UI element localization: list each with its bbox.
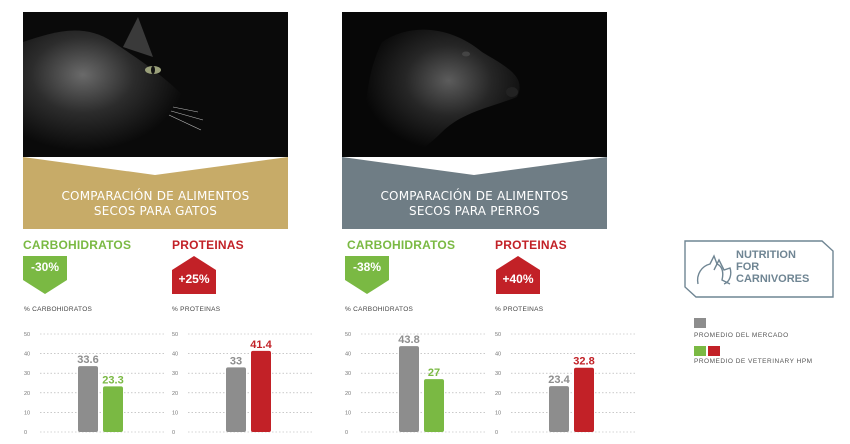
legend: PROMEDIO DEL MERCADO PROMEDIO DE VETERIN… xyxy=(694,318,844,368)
y-tick-label: 30 xyxy=(345,371,351,377)
chart-ylabel: % PROTEINAS xyxy=(172,306,221,313)
bar xyxy=(399,346,419,432)
y-tick-label: 20 xyxy=(495,391,501,397)
y-tick-label: 10 xyxy=(172,410,178,416)
y-tick-label: 40 xyxy=(345,352,351,358)
bar-value-label: 23.3 xyxy=(102,374,123,386)
cat-prot-badge: +25% xyxy=(172,256,216,294)
dog-carb-badge: -38% xyxy=(345,256,389,294)
y-tick-label: 50 xyxy=(495,332,501,338)
chart-ylabel: % CARBOHIDRATOS xyxy=(24,306,93,313)
bar xyxy=(226,367,246,432)
y-tick-label: 40 xyxy=(172,352,178,358)
cat-prot-title: PROTEINAS xyxy=(172,238,244,252)
y-tick-label: 30 xyxy=(495,371,501,377)
bar xyxy=(251,350,271,432)
dog-banner: COMPARACIÓN DE ALIMENTOS SECOS PARA PERR… xyxy=(342,157,607,229)
dog-prot-badge: +40% xyxy=(496,256,540,294)
logo-text: NUTRITION FOR CARNIVORES xyxy=(736,249,810,285)
cat-banner-title: COMPARACIÓN DE ALIMENTOS SECOS PARA GATO… xyxy=(61,189,250,218)
dog-prot-title: PROTEINAS xyxy=(495,238,567,252)
y-tick-label: 10 xyxy=(495,410,501,416)
bar-value-label: 33.6 xyxy=(77,354,98,366)
chart-cat-prot: % PROTEINAS 0 10 20 30 40 50 33 41.4 xyxy=(172,306,322,438)
dog-panel: COMPARACIÓN DE ALIMENTOS SECOS PARA PERR… xyxy=(342,12,607,432)
bar-value-label: 33 xyxy=(230,355,242,367)
y-tick-label: 30 xyxy=(24,371,30,377)
dog-banner-title: COMPARACIÓN DE ALIMENTOS SECOS PARA PERR… xyxy=(380,189,569,218)
y-tick-label: 0 xyxy=(495,430,498,436)
cat-photo xyxy=(23,12,288,157)
legend-swatch-vet-green xyxy=(694,346,706,356)
y-tick-label: 0 xyxy=(24,430,27,436)
cat-carb-badge: -30% xyxy=(23,256,67,294)
y-tick-label: 30 xyxy=(172,371,178,377)
bar-value-label: 32.8 xyxy=(573,356,594,368)
legend-swatch-market xyxy=(694,318,706,328)
bar-value-label: 27 xyxy=(428,367,440,379)
brand-logo: NUTRITION FOR CARNIVORES xyxy=(684,240,834,298)
y-tick-label: 10 xyxy=(24,410,30,416)
y-tick-label: 50 xyxy=(172,332,178,338)
bar xyxy=(78,366,98,432)
bar-value-label: 41.4 xyxy=(250,339,272,351)
y-tick-label: 20 xyxy=(172,391,178,397)
cat-carb-title: CARBOHIDRATOS xyxy=(23,238,132,252)
legend-label-market: PROMEDIO DEL MERCADO xyxy=(694,332,789,339)
bar-value-label: 43.8 xyxy=(398,334,419,346)
cat-dog-logo-icon xyxy=(684,240,834,298)
y-tick-label: 0 xyxy=(345,430,348,436)
y-tick-label: 10 xyxy=(345,410,351,416)
y-tick-label: 40 xyxy=(24,352,30,358)
y-tick-label: 0 xyxy=(172,430,175,436)
y-tick-label: 40 xyxy=(495,352,501,358)
cat-panel: COMPARACIÓN DE ALIMENTOS SECOS PARA GATO… xyxy=(23,12,288,432)
y-tick-label: 20 xyxy=(24,391,30,397)
bar xyxy=(549,386,569,432)
bar xyxy=(103,386,123,432)
bar xyxy=(574,367,594,432)
chart-ylabel: % PROTEINAS xyxy=(495,306,544,313)
bar-value-label: 23.4 xyxy=(548,374,570,386)
dog-photo xyxy=(342,12,607,157)
chart-dog-carb: % CARBOHIDRATOS 0 10 20 30 40 50 43.8 27 xyxy=(345,306,495,438)
legend-swatch-vet-red xyxy=(708,346,720,356)
y-tick-label: 50 xyxy=(24,332,30,338)
dog-carb-title: CARBOHIDRATOS xyxy=(347,238,456,252)
y-tick-label: 20 xyxy=(345,391,351,397)
chart-dog-prot: % PROTEINAS 0 10 20 30 40 50 23.4 32.8 xyxy=(495,306,645,438)
y-tick-label: 50 xyxy=(345,332,351,338)
bar xyxy=(424,379,444,432)
chart-ylabel: % CARBOHIDRATOS xyxy=(345,306,414,313)
chart-cat-carb: % CARBOHIDRATOS 0 10 20 30 40 50 33.6 23.3 xyxy=(24,306,174,438)
cat-banner: COMPARACIÓN DE ALIMENTOS SECOS PARA GATO… xyxy=(23,157,288,229)
legend-label-vet: PROMEDIO DE VETERINARY HPM xyxy=(694,358,813,365)
